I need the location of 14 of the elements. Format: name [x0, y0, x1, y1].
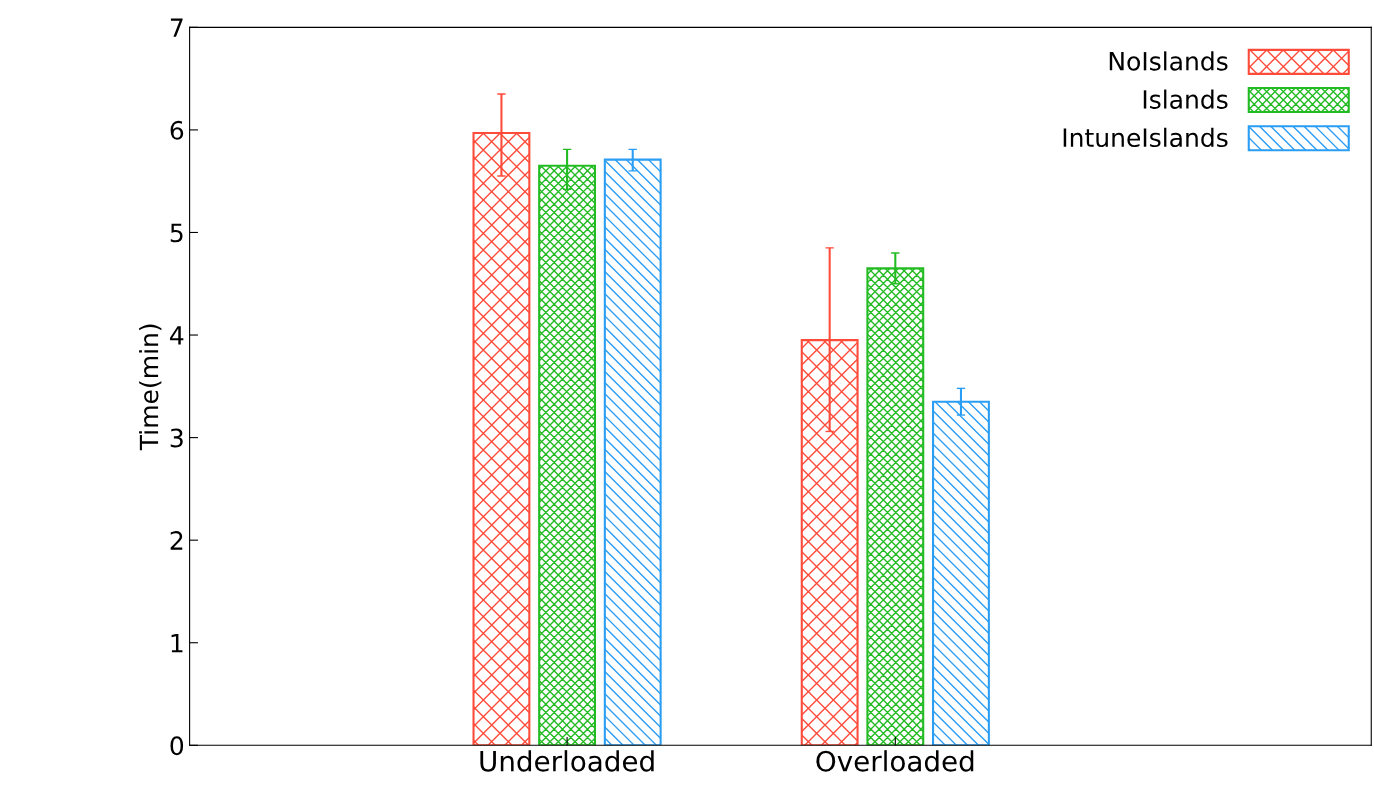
x-tick-label: Overloaded [816, 750, 974, 772]
legend-label: NoIslands [1109, 51, 1228, 71]
y-tick-label: 0 [170, 736, 184, 756]
y-tick-label: 2 [170, 531, 183, 550]
y-axis-title: Time(min) [139, 324, 162, 451]
y-tick-label: 3 [170, 428, 183, 448]
legend-label: IntuneIslands [1063, 127, 1228, 148]
y-tick-label: 5 [170, 223, 183, 243]
y-tick-label: 6 [170, 120, 184, 140]
x-tick-label: Underloaded [480, 750, 654, 772]
y-tick-label: 4 [170, 326, 184, 345]
y-tick-label: 1 [171, 634, 183, 653]
y-tick-label: 7 [170, 18, 183, 37]
legend-label: Islands [1143, 89, 1228, 109]
